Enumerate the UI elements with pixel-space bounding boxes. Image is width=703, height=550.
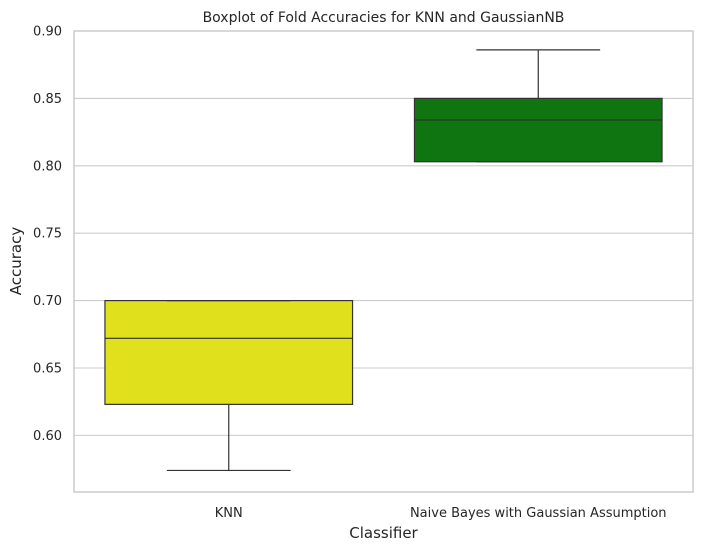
y-tick-label: 0.90 bbox=[33, 25, 62, 40]
y-tick-label: 0.85 bbox=[33, 92, 62, 107]
y-tick-label: 0.65 bbox=[33, 361, 62, 376]
y-axis-label: Accuracy bbox=[7, 227, 25, 296]
x-axis-label: Classifier bbox=[349, 524, 418, 542]
chart-title: Boxplot of Fold Accuracies for KNN and G… bbox=[203, 10, 565, 26]
y-tick-label: 0.75 bbox=[33, 227, 62, 242]
y-tick-label: 0.80 bbox=[33, 159, 62, 174]
box-gaussian-nb bbox=[413, 49, 663, 163]
box-iqr bbox=[413, 97, 663, 163]
y-tick-label: 0.70 bbox=[33, 294, 62, 309]
x-tick-labels: KNN Naive Bayes with Gaussian Assumption bbox=[215, 506, 667, 521]
y-tick-labels: 0.60 0.65 0.70 0.75 0.80 0.85 0.90 bbox=[33, 25, 62, 444]
x-tick-label: Naive Bayes with Gaussian Assumption bbox=[410, 506, 667, 521]
box-iqr bbox=[104, 299, 354, 405]
x-tick-label: KNN bbox=[215, 506, 243, 521]
boxes bbox=[104, 49, 663, 472]
box-knn bbox=[104, 299, 354, 472]
y-tick-label: 0.60 bbox=[33, 429, 62, 444]
plot-frame bbox=[73, 30, 694, 493]
